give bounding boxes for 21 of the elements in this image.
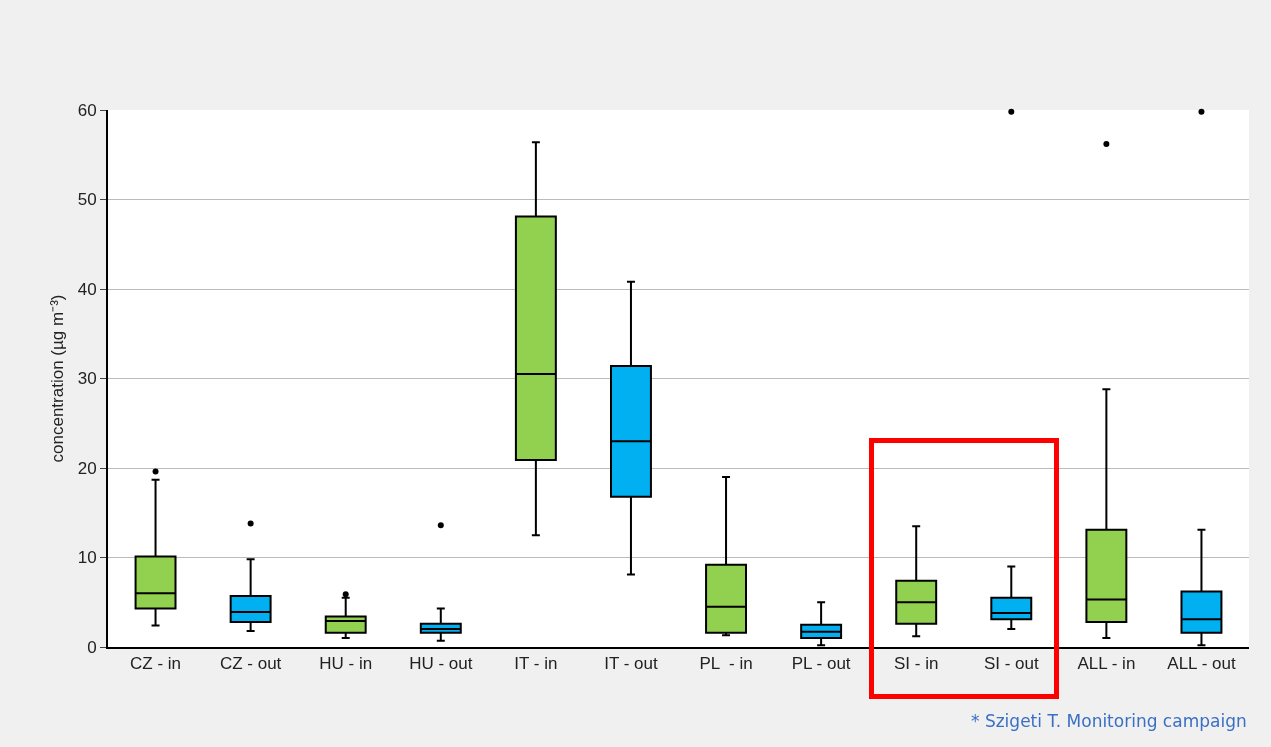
x-tick-label: SI - out <box>983 654 1039 674</box>
y-tick-label: 60 <box>77 100 97 120</box>
x-tick-label: IT - in <box>514 654 558 674</box>
text: * Szigeti T. Monitoring campaign <box>971 711 1247 731</box>
x-tick-label: HU - out <box>409 654 473 674</box>
y-tick-label: 50 <box>77 190 97 210</box>
y-tick-label: 30 <box>77 369 97 389</box>
y-tick-label: 0 <box>87 637 97 657</box>
x-tick-label: PL - out <box>791 654 851 674</box>
x-tick-label: SI - in <box>894 654 939 674</box>
y-axis-title: concentration (µg m⁻³) <box>48 294 67 463</box>
x-tick-label: PL - in <box>699 654 753 674</box>
x-tick-label: IT - out <box>604 654 658 674</box>
y-tick-label: 20 <box>77 458 97 478</box>
x-tick-label: HU - in <box>319 654 373 674</box>
x-tick-label: CZ - in <box>130 654 182 674</box>
x-tick-label: ALL - in <box>1077 654 1136 674</box>
x-tick-label: ALL - out <box>1167 654 1236 674</box>
y-tick-label: 10 <box>77 548 97 568</box>
x-tick-label: CZ - out <box>219 654 282 674</box>
y-tick-label: 40 <box>77 279 97 299</box>
